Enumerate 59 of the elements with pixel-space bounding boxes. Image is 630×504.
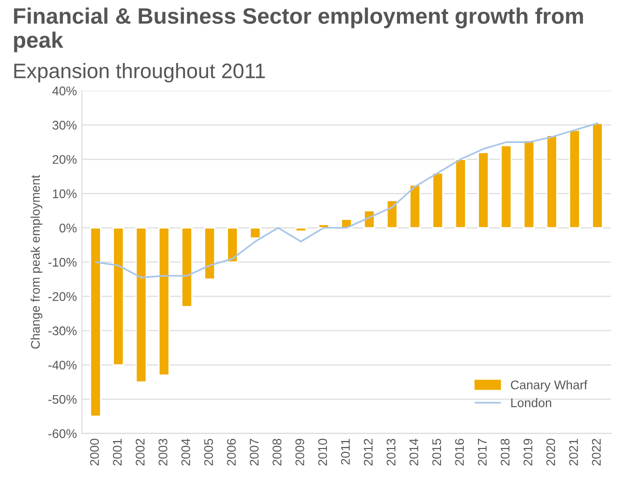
chart-subtitle: Expansion throughout 2011	[14, 63, 265, 82]
x-tick-label: 2003	[158, 438, 168, 466]
x-tick-label: 2010	[318, 438, 328, 466]
x-tick-label: 2016	[455, 438, 464, 466]
bar	[181, 227, 193, 308]
bar	[523, 140, 535, 229]
y-tick-label: -20%	[48, 292, 77, 302]
bar	[112, 227, 124, 366]
y-tick-label: -40%	[48, 360, 77, 370]
bar	[546, 134, 558, 229]
bar	[135, 227, 148, 383]
bar	[158, 227, 170, 376]
x-tick-label: 2015	[432, 438, 442, 466]
x-tick-label: 2008	[272, 438, 282, 466]
bar	[500, 144, 512, 229]
x-tick-label: 2004	[181, 438, 190, 466]
chart-title: Financial & Business Sector employment growth from peak	[14, 8, 583, 52]
y-tick-label: 20%	[52, 155, 77, 164]
y-axis-title: Change from peak employment	[30, 174, 42, 349]
y-tick-label: -60%	[48, 429, 77, 438]
x-tick-label: 2007	[250, 438, 259, 466]
x-tick-label: 2018	[500, 438, 510, 466]
y-tick-label: -50%	[48, 394, 77, 404]
y-tick-label: 0%	[59, 224, 77, 232]
bar	[386, 200, 398, 229]
x-tick-label: 2013	[386, 438, 396, 466]
x-tick-label: 2022	[592, 438, 601, 466]
legend-label: Canary Wharf	[510, 380, 588, 392]
y-tick-label: 10%	[52, 189, 77, 198]
x-tick-label: 2009	[295, 438, 304, 466]
bar	[454, 158, 466, 229]
bar	[204, 227, 216, 280]
bar	[478, 152, 490, 229]
y-tick-label: -10%	[48, 258, 77, 267]
bar	[249, 227, 262, 239]
x-tick-label: 2011	[341, 438, 350, 465]
y-tick-label: 30%	[52, 120, 77, 130]
x-tick-label: 2012	[364, 438, 373, 466]
bar	[592, 122, 604, 229]
x-tick-label: 2019	[523, 438, 532, 466]
bar	[568, 129, 580, 229]
x-tick-label: 2000	[90, 438, 99, 466]
x-tick-label: 2021	[569, 438, 578, 466]
x-tick-label: 2005	[204, 438, 213, 466]
bar	[409, 184, 421, 229]
legend-label: London	[511, 398, 552, 408]
x-tick-label: 2002	[136, 438, 145, 466]
y-tick-label: 40%	[52, 86, 77, 96]
bar	[432, 172, 444, 229]
bar	[90, 227, 102, 417]
x-tick-label: 2014	[409, 438, 418, 466]
x-tick-label: 2017	[478, 438, 487, 466]
bar	[226, 227, 238, 263]
x-tick-label: 2020	[546, 438, 556, 466]
x-tick-label: 2001	[112, 438, 122, 466]
x-tick-label: 2006	[226, 438, 236, 466]
y-tick-label: -30%	[48, 326, 77, 336]
bar	[295, 227, 307, 232]
line-series	[94, 122, 598, 278]
